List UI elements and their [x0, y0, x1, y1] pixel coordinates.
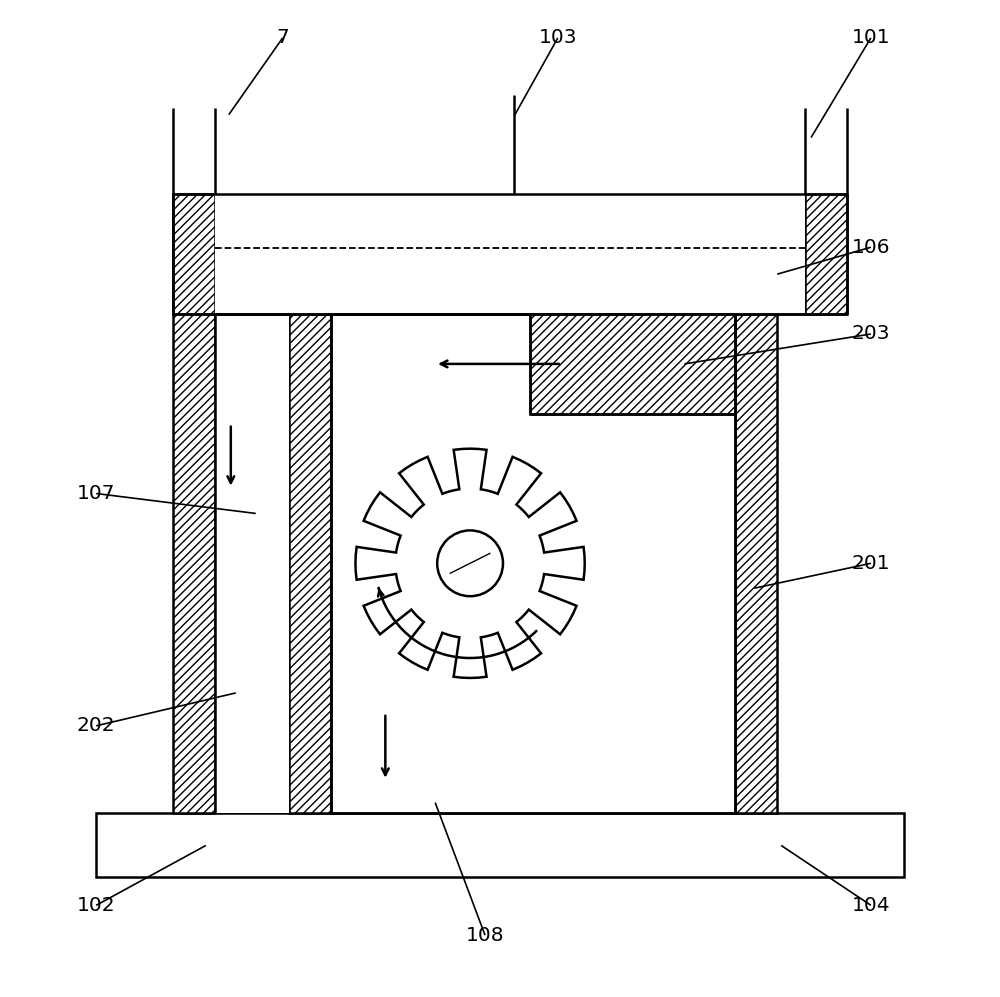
Bar	[289, 314, 331, 813]
Bar	[96, 813, 904, 877]
Bar	[331, 314, 735, 813]
Text: 201: 201	[852, 553, 890, 573]
Text: 104: 104	[852, 895, 890, 915]
Bar	[805, 194, 847, 314]
Text: 203: 203	[852, 324, 890, 344]
Text: 7: 7	[276, 28, 289, 48]
Bar	[173, 194, 215, 813]
Text: 102: 102	[77, 895, 116, 915]
Bar	[735, 314, 777, 813]
Bar	[530, 314, 735, 414]
Text: 101: 101	[852, 28, 890, 48]
Text: 107: 107	[77, 484, 115, 503]
Polygon shape	[355, 449, 585, 678]
Circle shape	[437, 530, 503, 596]
Bar	[215, 194, 805, 314]
Text: 108: 108	[466, 925, 504, 945]
Bar	[173, 194, 215, 314]
Text: 202: 202	[77, 716, 116, 736]
Text: 103: 103	[539, 28, 577, 48]
Bar	[215, 194, 289, 813]
Text: 106: 106	[852, 237, 890, 257]
